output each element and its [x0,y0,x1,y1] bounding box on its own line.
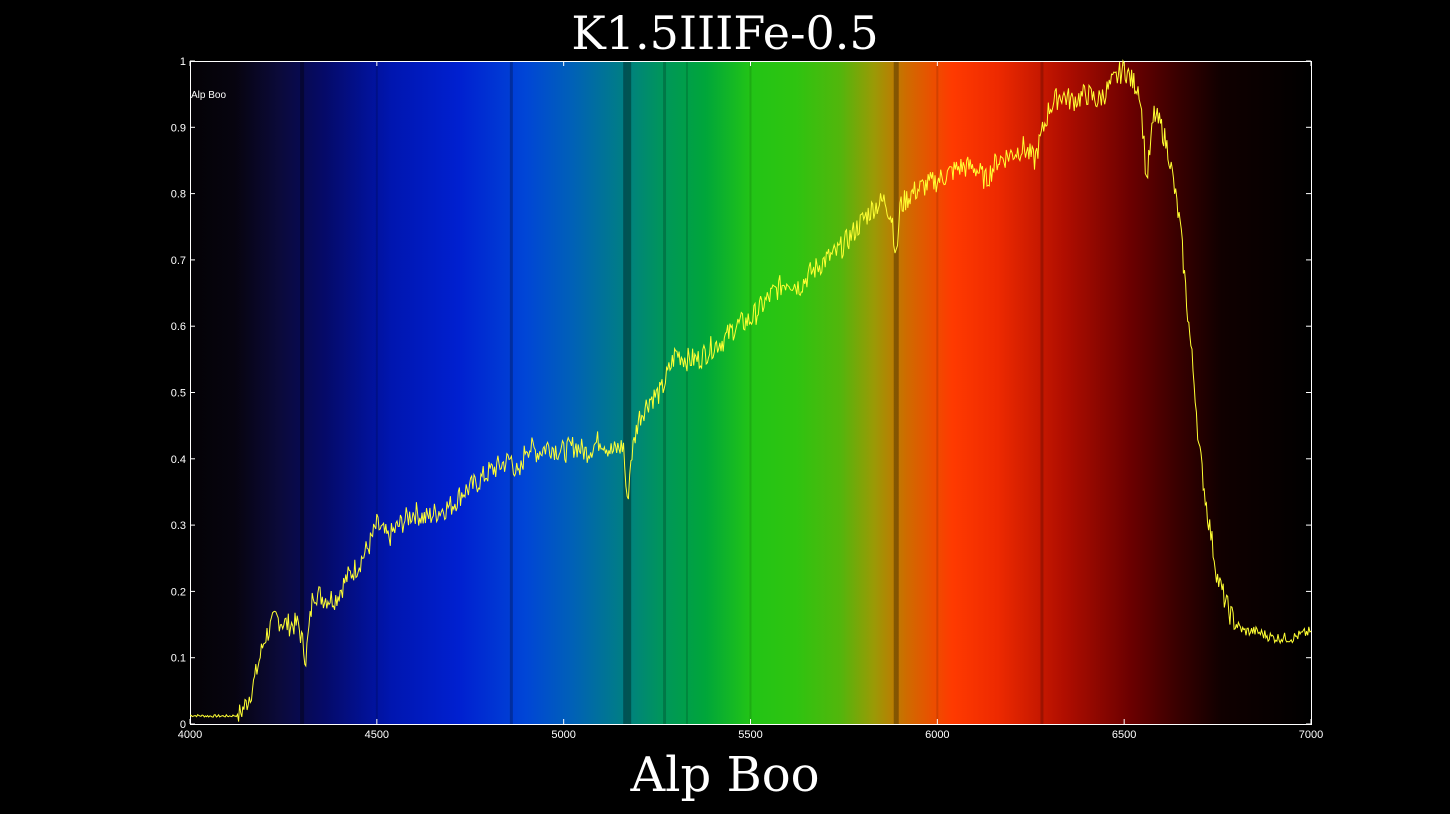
absorption-band [509,61,513,724]
absorption-band [375,61,378,724]
axis-ticks: 4000 4500 5000 5500 6000 6500 7000 0 0.1 0.2 0.3 0.… [171,56,1324,741]
spectrum-background [190,61,1311,724]
spectrum-line [189,59,1312,722]
x-tick-label: 5000 [551,729,575,741]
y-tick-label: 0.3 [171,520,186,532]
y-tick-label: 0.1 [171,653,186,665]
chart-title: K1.5IIIFe-0.5 [571,6,879,60]
y-tick-label: 0.6 [171,321,186,333]
star-name-caption: Alp Boo [630,747,820,803]
absorption-band [623,61,632,724]
x-tick-label: 4000 [178,729,202,741]
x-tick-label: 6500 [1112,729,1136,741]
x-tick-label: 4500 [365,729,389,741]
y-tick-label: 0.4 [171,454,186,466]
absorption-band [685,61,688,724]
absorption-band [936,61,939,724]
x-tick-label: 6000 [925,729,949,741]
absorption-band [893,61,899,724]
y-tick-label: 0 [180,719,186,731]
y-tick-label: 0.2 [171,586,186,598]
absorption-band [663,61,667,724]
absorption-band [300,61,305,724]
x-tick-label: 7000 [1299,729,1323,741]
absorption-band [749,61,752,724]
y-tick-label: 0.7 [171,255,186,267]
y-tick-label: 0.5 [171,388,186,400]
plot-annotation: Alp Boo [191,90,226,101]
x-tick-label: 5500 [738,729,762,741]
absorption-band [1040,61,1044,724]
y-tick-label: 1 [180,56,186,68]
y-tick-label: 0.9 [171,122,186,134]
absorption-bands [300,61,1044,724]
y-tick-label: 0.8 [171,189,186,201]
